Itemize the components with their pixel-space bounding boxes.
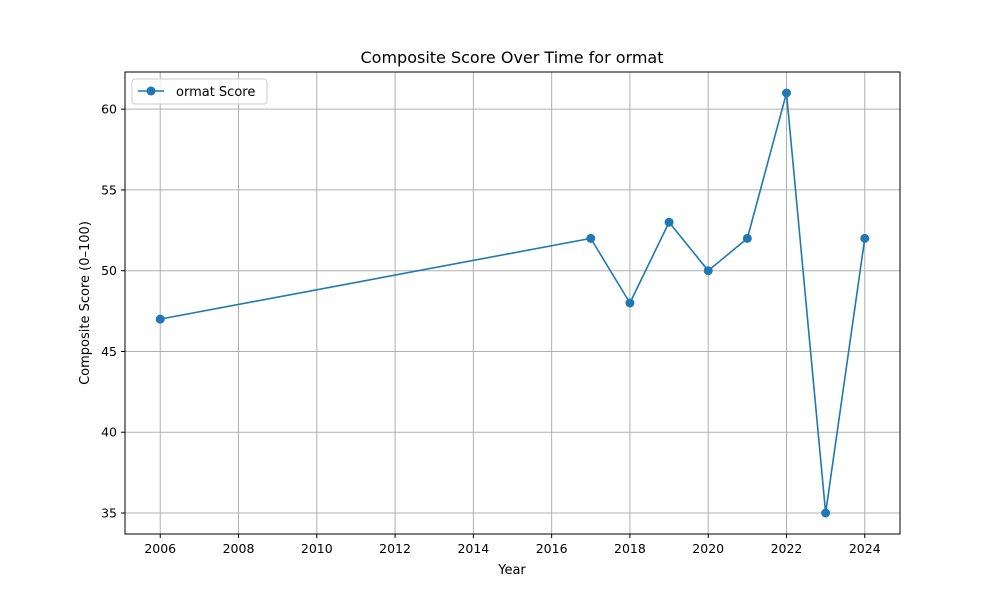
legend-label: ormat Score: [176, 85, 255, 100]
x-tick-label: 2010: [301, 541, 333, 556]
y-tick-label: 50: [101, 263, 117, 278]
grid: [125, 72, 900, 534]
x-axis-label: Year: [497, 563, 526, 578]
legend-marker-swatch: [146, 86, 156, 96]
data-point: [781, 88, 791, 98]
data-point: [664, 217, 674, 227]
y-tick-label: 55: [101, 182, 117, 197]
data-point: [742, 233, 752, 243]
data-point: [586, 233, 596, 243]
legend-frame: [131, 78, 268, 105]
data-point: [860, 233, 870, 243]
x-tick-label: 2006: [144, 541, 176, 556]
y-tick-label: 45: [101, 344, 117, 359]
data-point: [821, 508, 831, 518]
y-tick-label: 35: [101, 506, 117, 521]
x-tick-label: 2018: [614, 541, 646, 556]
x-tick-label: 2012: [379, 541, 411, 556]
data-point: [703, 266, 713, 276]
series-layer: [155, 88, 870, 518]
y-axis-label: Composite Score (0–100): [78, 221, 93, 385]
x-tick-label: 2024: [849, 541, 881, 556]
axis-ticks: 2006 2008 2010 2012 2014 2016 2018 2020 2022 2024…: [101, 102, 881, 556]
x-tick-label: 2022: [771, 541, 803, 556]
legend: ormat Score: [131, 78, 268, 105]
data-point: [155, 314, 165, 324]
y-tick-label: 60: [101, 102, 117, 117]
x-tick-label: 2014: [457, 541, 489, 556]
x-tick-label: 2008: [223, 541, 255, 556]
data-point: [625, 298, 635, 308]
chart-title: Composite Score Over Time for ormat: [360, 48, 663, 67]
y-tick-label: 40: [101, 425, 117, 440]
plot-area-frame: [124, 71, 901, 535]
x-tick-label: 2016: [536, 541, 568, 556]
x-tick-label: 2020: [692, 541, 724, 556]
